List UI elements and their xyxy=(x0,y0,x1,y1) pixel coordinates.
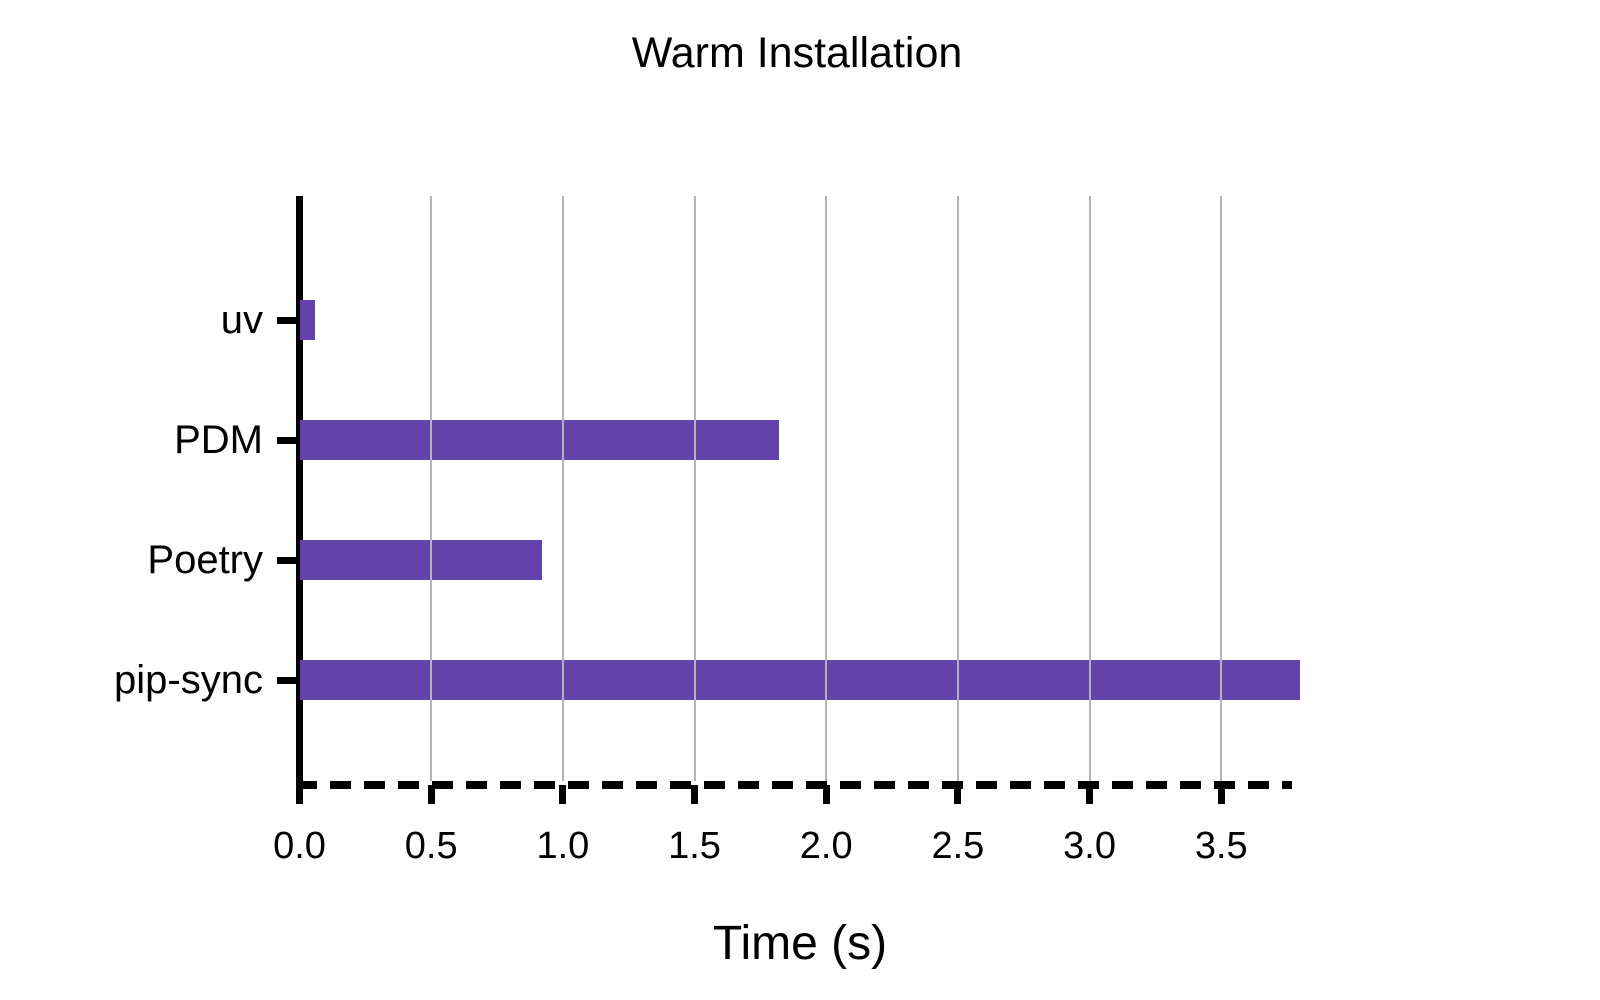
x-tick-1.5 xyxy=(691,785,699,804)
gridline-x-3 xyxy=(1088,196,1091,781)
gridline-x-0.5 xyxy=(430,196,433,781)
y-tick-poetry xyxy=(277,557,299,564)
x-tick-0.0 xyxy=(296,785,303,804)
category-label-pip-sync: pip-sync xyxy=(114,658,263,702)
y-tick-pdm xyxy=(277,437,299,444)
category-label-uv: uv xyxy=(220,298,263,342)
bar-pdm xyxy=(299,420,779,460)
x-tick-label-2.0: 2.0 xyxy=(799,825,853,867)
x-tick-label-3.5: 3.5 xyxy=(1194,825,1248,867)
x-tick-label-2.5: 2.5 xyxy=(931,825,985,867)
x-tick-label-0.5: 0.5 xyxy=(404,825,458,867)
x-axis-line xyxy=(296,781,1292,789)
bar-uv xyxy=(299,300,316,340)
y-tick-pip-sync xyxy=(277,677,299,684)
gridline-x-3.5 xyxy=(1220,196,1223,781)
x-tick-0.5 xyxy=(427,785,435,804)
bar-poetry xyxy=(299,540,542,580)
x-axis-label: Time (s) xyxy=(712,917,888,970)
y-tick-uv xyxy=(277,317,299,324)
gridline-x-2.5 xyxy=(956,196,959,781)
gridline-x-1 xyxy=(561,196,564,781)
x-tick-3.5 xyxy=(1217,785,1225,804)
bar-pip-sync xyxy=(299,660,1301,700)
gridline-x-1.5 xyxy=(693,196,696,781)
category-label-pdm: PDM xyxy=(174,418,263,462)
x-tick-label-3.0: 3.0 xyxy=(1063,825,1116,867)
chart-title: Warm Installation xyxy=(631,29,963,77)
x-tick-label-1.0: 1.0 xyxy=(536,825,590,867)
y-axis-spine xyxy=(296,196,303,785)
x-tick-label-1.5: 1.5 xyxy=(668,825,721,867)
x-tick-2.5 xyxy=(954,785,962,804)
gridline-x-2 xyxy=(825,196,828,781)
x-tick-label-0.0: 0.0 xyxy=(273,825,326,867)
x-tick-3.0 xyxy=(1086,785,1094,804)
x-tick-1.0 xyxy=(559,785,567,804)
x-tick-2.0 xyxy=(822,785,830,804)
category-label-poetry: Poetry xyxy=(147,538,263,582)
